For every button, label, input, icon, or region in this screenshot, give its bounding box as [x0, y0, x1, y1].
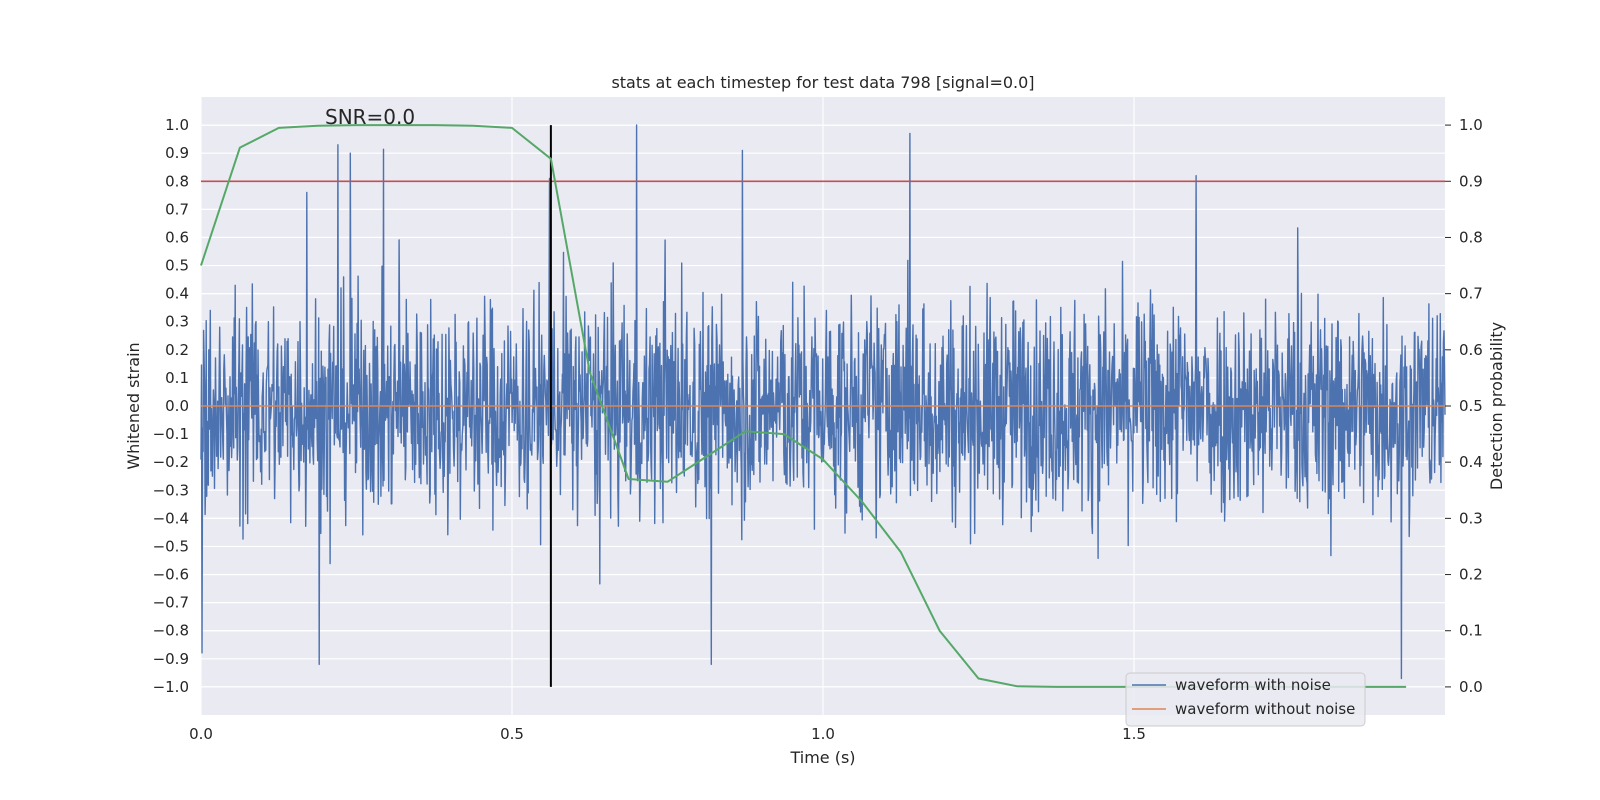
y-tick-label: 0.1 — [165, 369, 189, 387]
y-tick-label: 0.8 — [165, 172, 189, 190]
x-tick-label: 1.5 — [1122, 725, 1146, 743]
y2-tick-label: 0.9 — [1459, 172, 1483, 190]
legend-label-noise: waveform with noise — [1175, 676, 1331, 694]
y-tick-label: −0.9 — [153, 650, 189, 668]
noise-waveform-layer — [200, 124, 1446, 680]
x-tick-label: 0.0 — [189, 725, 213, 743]
y-tick-label: 0.6 — [165, 228, 189, 246]
y-tick-label: 1.0 — [165, 116, 189, 134]
y-tick-label: 0.3 — [165, 313, 189, 331]
snr-annotation: SNR=0.0 — [325, 105, 415, 129]
y-tick-label: 0.2 — [165, 341, 189, 359]
noise-waveform-line — [200, 124, 1446, 680]
legend: waveform with noise waveform without noi… — [1125, 672, 1366, 727]
y-tick-label: −0.8 — [153, 622, 189, 640]
y-tick-label: −1.0 — [153, 678, 189, 696]
y-tick-label: 0.7 — [165, 200, 189, 218]
y2-axis-label: Detection probability — [1487, 322, 1506, 490]
y2-tick-label: 1.0 — [1459, 116, 1483, 134]
y2-tick-label: 0.6 — [1459, 341, 1483, 359]
y-tick-label: −0.1 — [153, 425, 189, 443]
legend-label-clean: waveform without noise — [1175, 700, 1355, 718]
y-tick-label: 0.0 — [165, 397, 189, 415]
y-tick-label: 0.9 — [165, 144, 189, 162]
x-tick-label: 0.5 — [500, 725, 524, 743]
y-axis-label: Whitened strain — [124, 342, 143, 469]
axes-layer: 0.0 0.5 1.0 1.5 −1.0 −0.9 −0.8 −0.7 −0.6 −0.5 −0.4… — [153, 116, 1483, 743]
y-tick-label: −0.6 — [153, 566, 189, 584]
y2-tick-label: 0.3 — [1459, 509, 1483, 527]
y2-tick-label: 0.7 — [1459, 285, 1483, 303]
y-tick-label: −0.4 — [153, 509, 189, 527]
y-tick-label: −0.3 — [153, 481, 189, 499]
y2-tick-label: 0.1 — [1459, 622, 1483, 640]
x-axis-label: Time (s) — [789, 748, 855, 767]
y2-tick-label: 0.5 — [1459, 397, 1483, 415]
y2-tick-label: 0.2 — [1459, 566, 1483, 584]
y2-tick-label: 0.0 — [1459, 678, 1483, 696]
chart-title: stats at each timestep for test data 798… — [611, 73, 1034, 92]
y2-tick-label: 0.4 — [1459, 453, 1483, 471]
y-tick-label: 0.5 — [165, 257, 189, 275]
y-tick-label: 0.4 — [165, 285, 189, 303]
y-tick-label: −0.2 — [153, 453, 189, 471]
y-tick-label: −0.7 — [153, 594, 189, 612]
y2-tick-label: 0.8 — [1459, 228, 1483, 246]
y-tick-label: −0.5 — [153, 537, 189, 555]
legend-frame — [1125, 672, 1366, 727]
x-tick-label: 1.0 — [811, 725, 835, 743]
